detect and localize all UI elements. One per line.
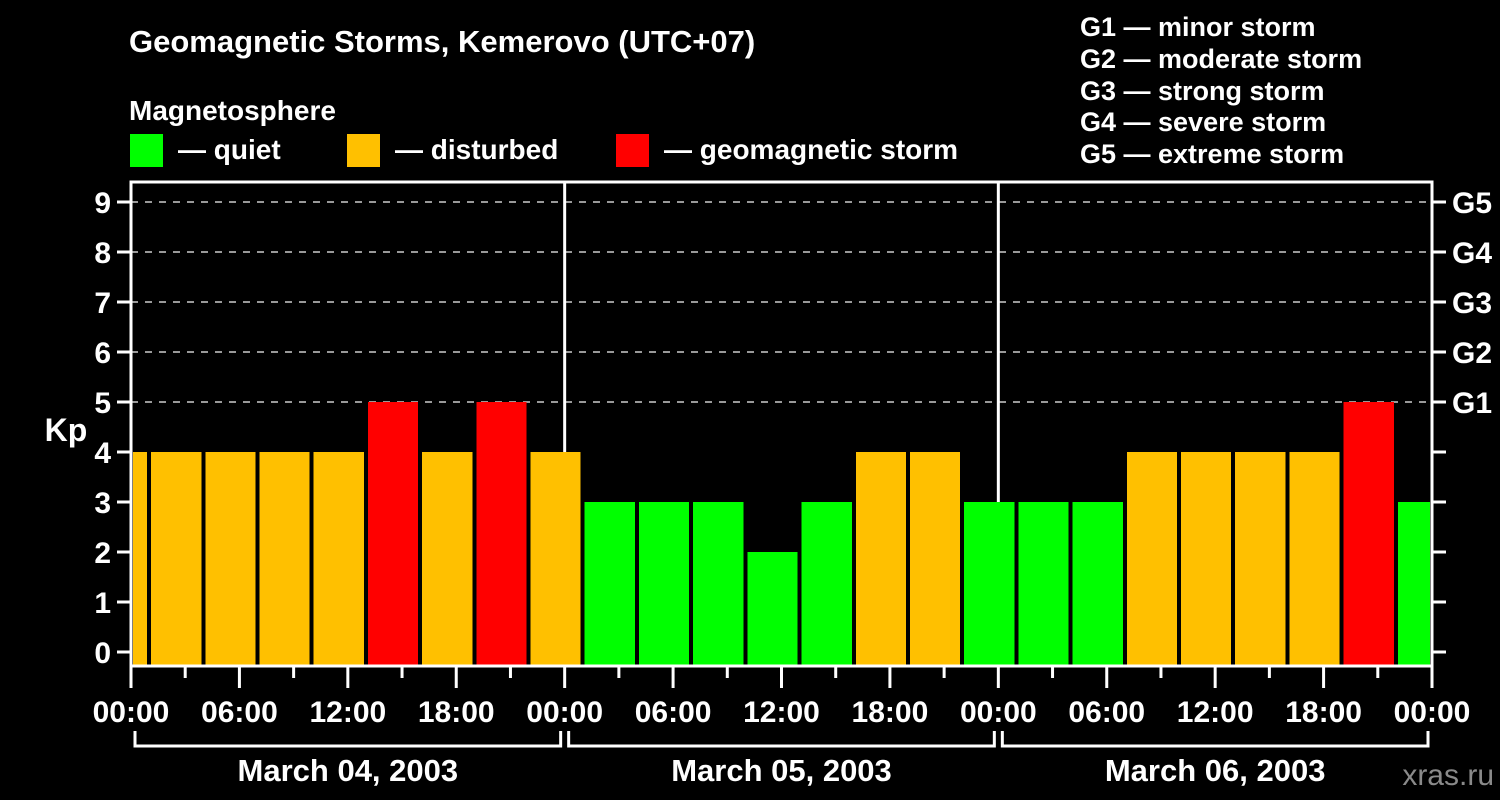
y-tick-label: 7: [94, 287, 111, 320]
date-label: March 05, 2003: [671, 753, 892, 788]
kp-bar: [1289, 452, 1340, 665]
x-tick-label: 18:00: [418, 696, 495, 729]
kp-bar: [909, 452, 961, 665]
storm-scale-line-g5: G5 — extreme storm: [1080, 139, 1345, 170]
y-tick-label: 2: [94, 537, 111, 570]
x-tick-label: 12:00: [309, 696, 386, 729]
kp-bar: [205, 452, 256, 665]
chart-subtitle: Magnetosphere: [129, 95, 336, 126]
x-tick-label: 18:00: [852, 696, 929, 729]
kp-bar: [801, 502, 852, 665]
legend-label-quiet: — quiet: [178, 134, 281, 165]
kp-bar: [367, 402, 419, 665]
y-axis-title: Kp: [45, 412, 88, 448]
storm-scale-line-g4: G4 — severe storm: [1080, 107, 1327, 138]
y-tick-label: 5: [94, 387, 111, 420]
kp-bar: [638, 502, 690, 665]
right-axis-label: G1: [1452, 387, 1492, 420]
y-tick-label: 8: [94, 237, 111, 270]
y-tick-label: 1: [94, 587, 111, 620]
right-axis-label: G4: [1452, 237, 1492, 270]
legend-label-disturbed: — disturbed: [395, 134, 559, 165]
x-tick-label: 00:00: [1394, 696, 1471, 729]
date-label: March 04, 2003: [238, 753, 459, 788]
kp-bar: [1072, 502, 1123, 665]
right-axis-label: G5: [1452, 187, 1492, 220]
x-tick-label: 06:00: [201, 696, 278, 729]
page-title: Geomagnetic Storms, Kemerovo (UTC+07): [129, 24, 756, 59]
kp-bar: [313, 452, 364, 665]
y-tick-label: 3: [94, 487, 111, 520]
kp-bar: [151, 452, 202, 665]
x-tick-label: 00:00: [526, 696, 603, 729]
watermark: xras.ru: [1402, 759, 1494, 792]
kp-bar: [133, 452, 148, 665]
kp-bar: [476, 402, 527, 665]
legend-swatch-disturbed: [347, 133, 380, 167]
x-tick-label: 18:00: [1285, 696, 1362, 729]
kp-bar: [1397, 502, 1430, 665]
y-tick-label: 4: [94, 437, 111, 470]
x-tick-label: 00:00: [93, 696, 170, 729]
kp-bar: [855, 452, 906, 665]
legend-swatch-storm: [616, 133, 649, 167]
y-tick-label: 9: [94, 187, 111, 220]
kp-bar: [584, 502, 635, 665]
legend-swatch-quiet: [130, 133, 163, 167]
storm-scale-line-g3: G3 — strong storm: [1080, 75, 1325, 106]
y-tick-label: 6: [94, 337, 111, 370]
date-label: March 06, 2003: [1105, 753, 1326, 788]
kp-bar: [1126, 452, 1178, 665]
kp-bar: [1018, 502, 1069, 665]
status-legend: — quiet — disturbed — geomagnetic storm: [130, 133, 1500, 167]
kp-bar: [1181, 452, 1232, 665]
storm-scale-legend: G1 — minor storm G2 — moderate storm G3 …: [1080, 12, 1362, 171]
kp-bar: [693, 502, 744, 665]
kp-bar: [422, 452, 473, 665]
storm-scale-line-g2: G2 — moderate storm: [1080, 43, 1363, 74]
kp-bar: [259, 452, 310, 665]
storm-scale-line-g1: G1 — minor storm: [1080, 12, 1316, 42]
right-axis-label: G3: [1452, 287, 1492, 320]
y-tick-label: 0: [94, 637, 111, 670]
kp-bar: [1343, 402, 1394, 665]
legend-item-disturbed: — disturbed: [347, 133, 558, 167]
x-tick-label: 12:00: [1177, 696, 1254, 729]
x-tick-label: 00:00: [960, 696, 1037, 729]
x-tick-label: 06:00: [1068, 696, 1145, 729]
legend-item-quiet: — quiet: [130, 133, 281, 167]
x-tick-label: 12:00: [743, 696, 820, 729]
kp-bar: [747, 552, 798, 665]
kp-bar: [1235, 452, 1286, 665]
legend-item-storm: — geomagnetic storm: [616, 133, 958, 167]
legend-label-storm: — geomagnetic storm: [664, 134, 959, 165]
right-axis-label: G2: [1452, 337, 1492, 370]
kp-bar: [530, 452, 581, 665]
x-tick-label: 06:00: [635, 696, 712, 729]
kp-bar: [964, 502, 1015, 665]
